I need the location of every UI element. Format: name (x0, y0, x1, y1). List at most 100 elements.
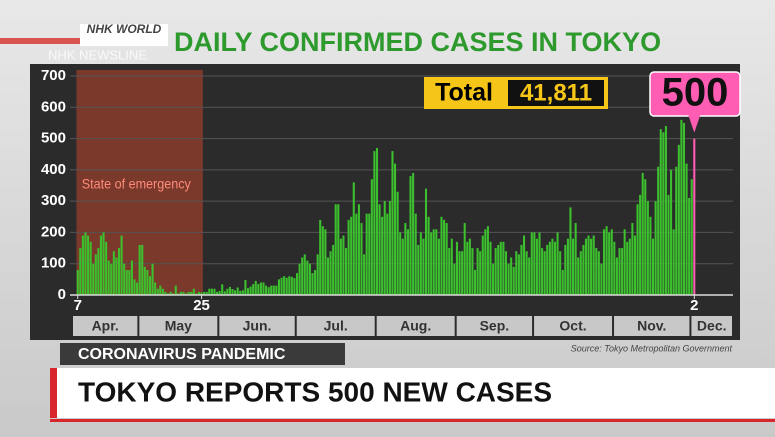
bar (143, 266, 146, 295)
bar (670, 169, 673, 295)
bar (254, 280, 257, 295)
month-band (296, 316, 375, 336)
bar (553, 241, 557, 295)
month-label: Oct. (559, 318, 586, 334)
bar (200, 292, 203, 295)
bar (208, 288, 211, 295)
bar (615, 257, 618, 295)
bar (265, 285, 268, 295)
month-band (219, 316, 295, 336)
bar (489, 241, 492, 295)
bar (546, 244, 549, 295)
bar (252, 284, 255, 295)
bar (97, 248, 100, 295)
callout-label: 500 (662, 71, 729, 115)
y-tick-label: 400 (41, 161, 66, 178)
bar (133, 279, 136, 295)
bar (419, 232, 422, 295)
bar (187, 291, 190, 295)
y-tick-label: 500 (41, 130, 66, 147)
bar (257, 284, 260, 295)
bar (210, 288, 213, 295)
bar (195, 293, 198, 295)
bar (626, 241, 629, 295)
bar (334, 204, 337, 295)
bar (458, 251, 461, 295)
bar (231, 289, 234, 295)
bar (293, 278, 296, 295)
bar (399, 232, 402, 295)
bar (136, 282, 139, 295)
bar (182, 291, 185, 295)
bar (301, 257, 304, 295)
bar (610, 229, 613, 295)
bar (308, 263, 311, 295)
bar (350, 216, 353, 295)
bar (657, 166, 660, 295)
bar (685, 163, 688, 295)
month-band (614, 316, 690, 336)
logo-box (80, 24, 168, 46)
month-band (376, 316, 455, 336)
bar (360, 223, 363, 295)
bar (448, 248, 451, 295)
bar (533, 232, 536, 295)
bar (502, 241, 505, 295)
bar (680, 119, 683, 295)
bar (329, 251, 332, 295)
bar (574, 223, 577, 295)
bar (316, 254, 319, 295)
bar (481, 235, 484, 295)
bar (649, 216, 652, 295)
bar (515, 251, 518, 295)
bar (466, 241, 469, 295)
bar (246, 288, 250, 295)
topic: CORONAVIRUS PANDEMIC (78, 346, 286, 363)
bar (355, 213, 358, 295)
bar (667, 194, 670, 295)
bar (205, 291, 208, 295)
bar (164, 291, 167, 295)
bar (621, 248, 624, 295)
headline: TOKYO REPORTS 500 NEW CASES (78, 376, 552, 407)
bar (161, 288, 164, 295)
bar (295, 273, 299, 295)
bar (151, 263, 154, 295)
y-tick-label: 700 (41, 67, 66, 84)
bar (192, 288, 195, 295)
bar (504, 251, 508, 295)
bar (87, 235, 90, 295)
month-band (139, 316, 218, 336)
bar (538, 232, 541, 295)
bar (535, 238, 538, 295)
bar (437, 238, 440, 295)
bar (218, 290, 221, 295)
bar (659, 129, 662, 295)
bar (347, 219, 350, 295)
bar (375, 147, 379, 295)
bar (523, 235, 526, 295)
bar (236, 287, 239, 295)
bar (510, 257, 513, 295)
bar (688, 198, 691, 295)
bar (406, 229, 409, 295)
bar (381, 216, 384, 295)
bar (682, 122, 686, 295)
bar (507, 263, 510, 295)
bar (497, 244, 500, 295)
bar (275, 285, 278, 295)
bar (107, 260, 110, 295)
bar (618, 248, 621, 295)
bar (339, 238, 342, 295)
bar (368, 213, 371, 295)
headline-accent (50, 368, 57, 418)
bar (409, 176, 412, 295)
bar (602, 229, 606, 295)
bar (388, 201, 391, 295)
bar (244, 279, 247, 295)
bar (203, 291, 206, 295)
bar (311, 273, 314, 295)
bar (138, 244, 141, 295)
bar (89, 241, 92, 295)
